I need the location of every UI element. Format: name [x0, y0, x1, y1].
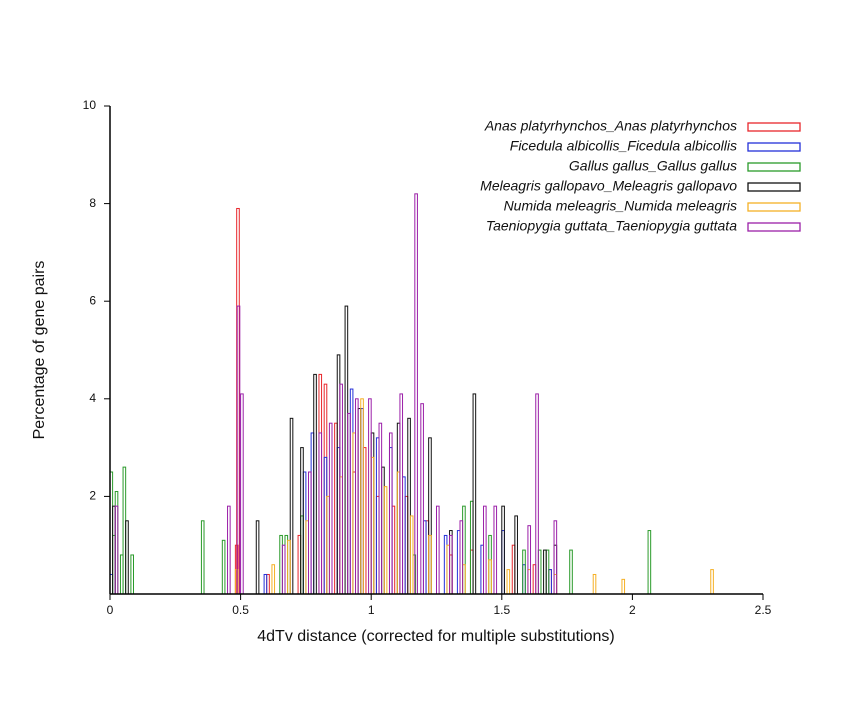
bar	[569, 549, 573, 595]
x-tick-label: 2	[629, 603, 636, 617]
bar	[360, 398, 364, 595]
bar	[592, 573, 597, 595]
bar	[308, 471, 312, 595]
x-tick-label: 0	[107, 603, 114, 617]
bar	[414, 193, 418, 595]
legend-swatch	[747, 142, 801, 152]
bar	[236, 305, 241, 595]
legend-swatch	[747, 222, 801, 232]
bar	[409, 515, 414, 595]
bar	[506, 569, 511, 595]
legend-label: Ficedula albicollis_Ficedula albicollis	[510, 138, 737, 154]
bar	[355, 398, 359, 595]
bar	[368, 398, 372, 595]
bar	[527, 525, 532, 595]
bar	[300, 447, 304, 595]
bar	[227, 505, 231, 595]
bar	[543, 549, 547, 595]
bar	[493, 505, 498, 595]
bar	[339, 383, 343, 595]
x-tick-label: 0.5	[232, 603, 249, 617]
legend-swatch	[747, 122, 801, 132]
legend-label: Meleagris gallopavo_Meleagris gallopavo	[480, 178, 737, 194]
legend-swatch	[747, 202, 801, 212]
bar	[130, 554, 134, 595]
bar	[514, 515, 518, 595]
bar	[472, 393, 477, 595]
bar	[200, 520, 205, 595]
bar	[318, 432, 323, 595]
bar	[114, 505, 119, 595]
bar	[378, 422, 383, 595]
y-tick-label: 8	[89, 196, 96, 210]
y-axis-title: Percentage of gene pairs	[31, 261, 48, 440]
legend-label: Anas platyrhynchos_Anas platyrhynchos	[484, 118, 737, 134]
x-tick-label: 1	[368, 603, 375, 617]
bar	[281, 544, 286, 595]
legend-label: Gallus gallus_Gallus gallus	[569, 158, 737, 174]
bar	[449, 534, 453, 595]
bar	[535, 393, 539, 595]
y-tick-label: 2	[89, 489, 96, 503]
legend-swatch	[747, 182, 801, 192]
bar	[347, 412, 351, 595]
bar	[420, 403, 424, 595]
legend-swatch	[747, 162, 801, 172]
bar	[328, 422, 333, 595]
x-tick-label: 2.5	[755, 603, 772, 617]
bar	[553, 520, 558, 595]
x-axis-title: 4dTv distance (corrected for multiple su…	[257, 628, 614, 645]
bar	[483, 505, 487, 595]
bar	[240, 393, 244, 595]
bar	[710, 569, 714, 595]
bar	[287, 539, 291, 595]
bar	[522, 549, 526, 595]
bar	[263, 573, 268, 595]
y-tick-label: 4	[89, 391, 96, 405]
bar	[271, 564, 276, 595]
bar	[313, 373, 317, 595]
y-tick-label: 6	[89, 293, 96, 307]
bar	[459, 520, 464, 595]
bar	[436, 505, 440, 595]
bar	[383, 486, 388, 595]
bar	[488, 559, 492, 595]
bar	[399, 393, 404, 595]
legend-label: Numida meleagris_Numida meleagris	[504, 198, 737, 214]
bar	[621, 578, 626, 595]
x-tick-label: 1.5	[493, 603, 510, 617]
bar	[221, 539, 226, 595]
legend-label: Taeniopygia guttata_Taeniopygia guttata	[486, 218, 737, 234]
bar	[428, 534, 432, 595]
y-tick-label: 10	[83, 98, 97, 112]
bar	[647, 530, 652, 595]
bar	[501, 505, 505, 595]
bar	[388, 432, 393, 595]
bar	[255, 520, 260, 595]
bar	[125, 520, 129, 595]
